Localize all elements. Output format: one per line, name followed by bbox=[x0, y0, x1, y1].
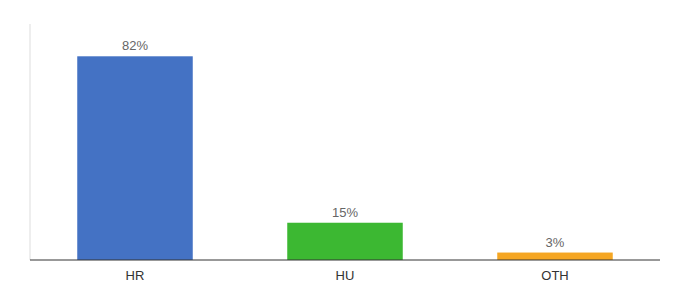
bar bbox=[287, 223, 403, 260]
data-label: 3% bbox=[546, 235, 565, 250]
chart-container: 82% 15% 3% HR HU OTH bbox=[0, 0, 680, 300]
bar bbox=[497, 253, 613, 260]
data-label: 82% bbox=[122, 38, 148, 53]
x-axis-line bbox=[30, 260, 660, 261]
bar bbox=[77, 56, 193, 260]
x-tick-label: OTH bbox=[541, 268, 568, 283]
x-tick-label: HR bbox=[126, 268, 145, 283]
x-tick-label: HU bbox=[336, 268, 355, 283]
y-axis-line bbox=[30, 24, 31, 260]
chart-svg: 82% 15% 3% HR HU OTH bbox=[0, 0, 680, 300]
data-label: 15% bbox=[332, 205, 358, 220]
bars bbox=[77, 56, 613, 260]
